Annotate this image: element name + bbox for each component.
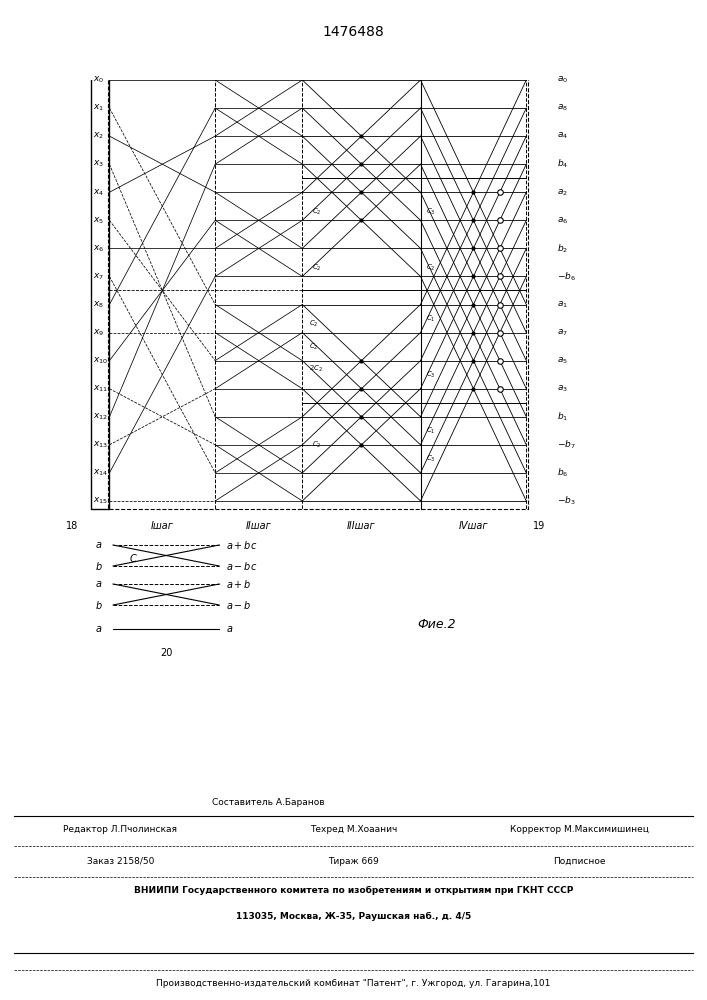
- Text: $a_0$: $a_0$: [557, 75, 568, 85]
- Text: $2C_2$: $2C_2$: [308, 364, 322, 374]
- Text: $x_{7}$: $x_{7}$: [93, 271, 105, 282]
- Text: $-b_6$: $-b_6$: [557, 270, 576, 283]
- Text: $x_{14}$: $x_{14}$: [93, 468, 108, 478]
- Text: $C_2$: $C_2$: [312, 263, 321, 273]
- Text: $C_3$: $C_3$: [426, 207, 435, 217]
- Text: $b$: $b$: [95, 599, 103, 611]
- Text: $C_2$: $C_2$: [312, 440, 321, 450]
- Text: $a_2$: $a_2$: [557, 187, 568, 198]
- Text: $x_{12}$: $x_{12}$: [93, 412, 108, 422]
- Text: $b_6$: $b_6$: [557, 467, 569, 479]
- Text: $a$: $a$: [226, 624, 233, 634]
- Text: IIшаг: IIшаг: [246, 521, 271, 531]
- Text: $C_2$: $C_2$: [308, 319, 318, 329]
- Text: $C_2$: $C_2$: [426, 263, 435, 273]
- Text: $x_{11}$: $x_{11}$: [93, 383, 108, 394]
- Text: $C_1$: $C_1$: [426, 313, 435, 324]
- Text: $a_1$: $a_1$: [557, 299, 568, 310]
- Text: $a+b$: $a+b$: [226, 578, 252, 590]
- Text: $x_{13}$: $x_{13}$: [93, 440, 108, 450]
- Text: $C_3$: $C_3$: [426, 454, 435, 464]
- Text: $b$: $b$: [95, 560, 103, 572]
- Text: Заказ 2158/50: Заказ 2158/50: [86, 857, 154, 866]
- Text: $a_3$: $a_3$: [557, 383, 568, 394]
- Text: $b_1$: $b_1$: [557, 411, 568, 423]
- Text: $C_2$: $C_2$: [312, 207, 321, 217]
- Text: $-b_7$: $-b_7$: [557, 439, 576, 451]
- Text: $C_3$: $C_3$: [426, 370, 435, 380]
- Text: $a_4$: $a_4$: [557, 131, 568, 141]
- Text: $-b_3$: $-b_3$: [557, 495, 576, 507]
- Text: Фие.2: Фие.2: [417, 618, 456, 632]
- Text: 20: 20: [160, 648, 173, 658]
- Text: $a_7$: $a_7$: [557, 327, 568, 338]
- Text: $x_{6}$: $x_{6}$: [93, 243, 105, 254]
- Text: 113035, Москва, Ж-35, Раушская наб., д. 4/5: 113035, Москва, Ж-35, Раушская наб., д. …: [236, 911, 471, 921]
- Text: $a$: $a$: [95, 540, 103, 550]
- Text: $a$: $a$: [95, 624, 103, 634]
- Text: Составитель А.Баранов: Составитель А.Баранов: [212, 798, 325, 807]
- Text: $x_{10}$: $x_{10}$: [93, 355, 108, 366]
- Text: $a-bc$: $a-bc$: [226, 560, 257, 572]
- Text: $x_{0}$: $x_{0}$: [93, 75, 105, 85]
- Text: Тираж 669: Тираж 669: [328, 857, 379, 866]
- Text: $x_{1}$: $x_{1}$: [93, 103, 105, 113]
- Text: $C_2$: $C_2$: [308, 342, 318, 352]
- Text: $a_8$: $a_8$: [557, 103, 568, 113]
- Text: $x_{15}$: $x_{15}$: [93, 496, 108, 506]
- Text: 1476488: 1476488: [322, 25, 385, 39]
- Bar: [90, 72, 110, 509]
- Text: $a$: $a$: [95, 579, 103, 589]
- Text: $x_{8}$: $x_{8}$: [93, 299, 105, 310]
- Text: IIIшаг: IIIшаг: [347, 521, 375, 531]
- Text: $b_4$: $b_4$: [557, 158, 568, 170]
- Text: ВНИИПИ Государственного комитета по изобретениям и открытиям при ГКНТ СССР: ВНИИПИ Государственного комитета по изоб…: [134, 886, 573, 895]
- Text: $a-b$: $a-b$: [226, 599, 252, 611]
- Text: Корректор М.Максимишинец: Корректор М.Максимишинец: [510, 825, 649, 834]
- Text: $x_{3}$: $x_{3}$: [93, 159, 105, 169]
- Text: $x_{2}$: $x_{2}$: [93, 131, 104, 141]
- Text: Iшаг: Iшаг: [151, 521, 174, 531]
- Text: 19: 19: [532, 521, 545, 531]
- Text: $b_2$: $b_2$: [557, 242, 568, 255]
- Text: Производственно-издательский комбинат "Патент", г. Ужгород, ул. Гагарина,101: Производственно-издательский комбинат "П…: [156, 979, 551, 988]
- Text: Техред М.Хоаанич: Техред М.Хоаанич: [310, 825, 397, 834]
- Text: IVшаг: IVшаг: [459, 521, 488, 531]
- Text: $C_1$: $C_1$: [426, 426, 435, 436]
- Text: $a_6$: $a_6$: [557, 215, 568, 226]
- Text: $a+bc$: $a+bc$: [226, 539, 257, 551]
- Text: Редактор Л.Пчолинская: Редактор Л.Пчолинская: [63, 825, 177, 834]
- Text: 18: 18: [66, 521, 78, 531]
- Text: Подписное: Подписное: [554, 857, 606, 866]
- Text: $x_{4}$: $x_{4}$: [93, 187, 105, 198]
- Text: $C$: $C$: [129, 552, 138, 564]
- Text: $a_5$: $a_5$: [557, 355, 568, 366]
- Text: $x_{9}$: $x_{9}$: [93, 327, 105, 338]
- Text: $x_{5}$: $x_{5}$: [93, 215, 105, 226]
